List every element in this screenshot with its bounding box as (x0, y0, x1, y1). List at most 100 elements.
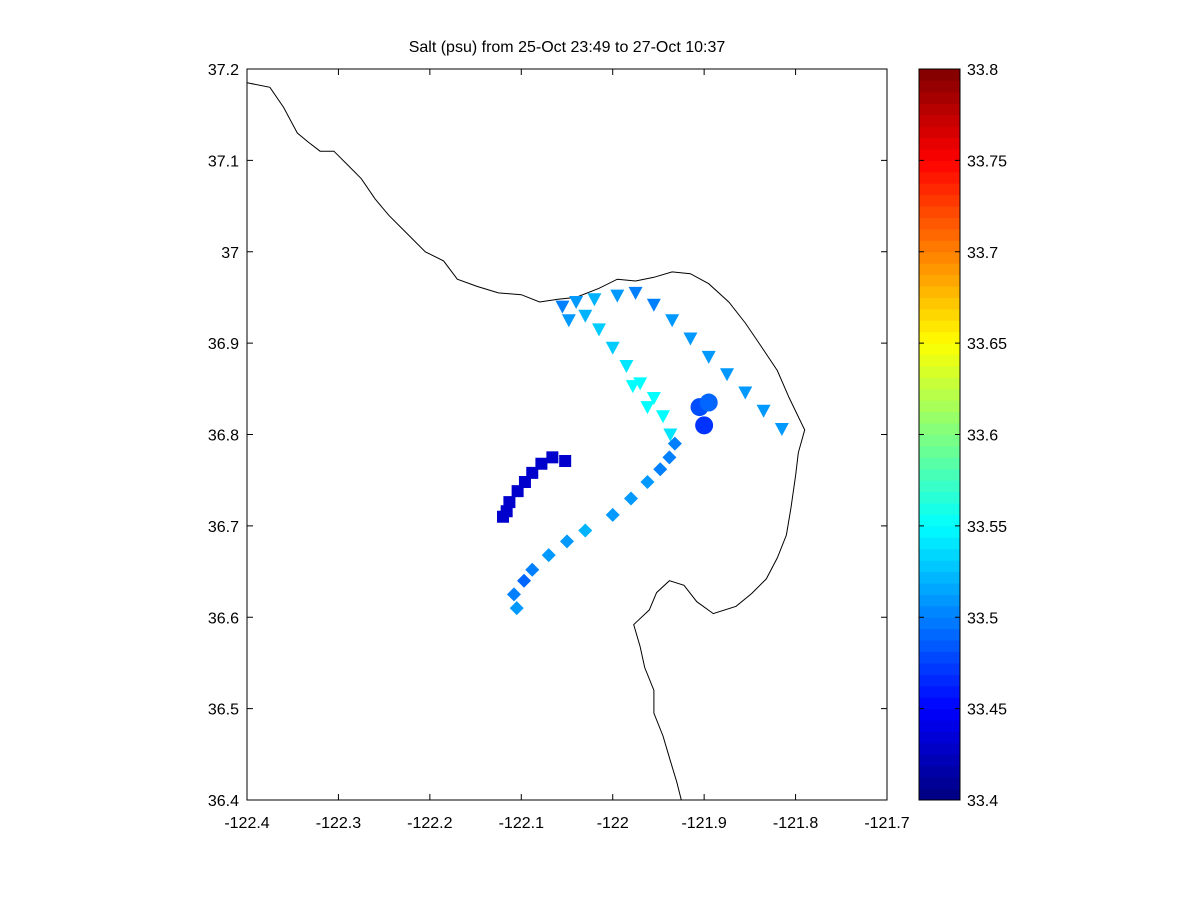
colorbar-tick-label: 33.4 (967, 793, 998, 810)
coastline (247, 82, 806, 800)
y-tick-label: 36.5 (208, 702, 239, 719)
colorbar-band (919, 777, 960, 790)
data-point (610, 289, 625, 303)
colorbar-band (919, 685, 960, 698)
x-tick-label: -121.8 (773, 815, 818, 832)
colorbar-tick-label: 33.7 (967, 245, 998, 262)
data-point (619, 359, 634, 373)
x-tick-label: -122.1 (499, 815, 544, 832)
data-point (525, 562, 540, 577)
colorbar-band (919, 80, 960, 93)
x-tick-label: -122.2 (407, 815, 452, 832)
colorbar-band (919, 274, 960, 287)
colorbar-tick-label: 33.75 (967, 153, 1007, 170)
colorbar-tick-label: 33.6 (967, 428, 998, 445)
data-point (720, 368, 734, 382)
colorbar-band (919, 503, 960, 515)
colorbar-band (919, 742, 960, 755)
data-point (578, 309, 593, 323)
colorbar-band (919, 194, 960, 207)
colorbar-band (919, 457, 960, 470)
colorbar-band (919, 445, 960, 458)
colorbar-band (919, 674, 960, 687)
data-point (663, 428, 678, 442)
colorbar-band (919, 217, 960, 230)
colorbar-band (919, 354, 960, 367)
data-point (559, 454, 572, 467)
colorbar-tick-label: 33.45 (967, 702, 1007, 719)
data-point (569, 296, 584, 310)
colorbar-band (919, 365, 960, 378)
colorbar-band (919, 514, 960, 527)
y-tick-label: 36.7 (208, 519, 239, 536)
x-tick-label: -121.9 (681, 815, 726, 832)
data-point (699, 393, 718, 412)
x-tick-label: -122.4 (224, 815, 269, 832)
colorbar-band (919, 183, 960, 196)
plot-area (246, 68, 888, 801)
colorbar-band (919, 308, 960, 321)
data-point (497, 510, 509, 523)
data-point (503, 496, 516, 509)
colorbar-band (919, 708, 960, 721)
colorbar-band (919, 731, 960, 744)
colorbar-band (919, 388, 960, 401)
colorbar-band (919, 525, 960, 538)
colorbar-band (919, 594, 960, 607)
data-point (541, 548, 556, 563)
data-point (625, 380, 640, 394)
data-point (506, 587, 521, 602)
colorbar-band (919, 251, 960, 264)
colorbar-tick-label: 33.65 (967, 336, 1007, 353)
data-point (640, 401, 655, 415)
colorbar-band (919, 320, 960, 333)
colorbar-tick-label: 33.5 (967, 610, 998, 627)
colorbar-band (919, 343, 960, 356)
data-point (605, 341, 620, 355)
data-point (701, 350, 716, 364)
colorbar-band (919, 137, 960, 150)
colorbar-band (919, 468, 960, 481)
data-point (662, 450, 677, 465)
colorbar-band (919, 206, 960, 218)
y-tick-label: 36.8 (208, 428, 239, 445)
colorbar-band (919, 640, 960, 653)
colorbar-band (919, 582, 960, 595)
colorbar-band (919, 651, 960, 664)
colorbar-band (919, 377, 960, 390)
colorbar-band (919, 400, 960, 413)
x-tick-label: -122.3 (316, 815, 361, 832)
data-point (560, 534, 574, 549)
data-point (683, 332, 698, 346)
data-point (509, 601, 524, 616)
data-point (561, 314, 576, 328)
colorbar-band (919, 788, 960, 801)
colorbar-band (919, 286, 960, 298)
data-point (665, 314, 680, 328)
data-point (640, 475, 655, 490)
colorbar-band (919, 423, 960, 435)
data-point (587, 293, 602, 307)
data-point (517, 573, 532, 588)
colorbar-band (919, 240, 960, 253)
data-point (656, 410, 670, 424)
data-point (546, 451, 559, 464)
colorbar-tick-label: 33.8 (967, 62, 998, 79)
y-tick-label: 37.2 (208, 62, 239, 79)
colorbar-tick-label: 33.55 (967, 519, 1007, 536)
data-point (646, 391, 661, 405)
colorbar-band (919, 126, 960, 139)
chart-title: Salt (psu) from 25-Oct 23:49 to 27-Oct 1… (409, 39, 726, 56)
colorbar-band (919, 160, 960, 173)
colorbar-band (919, 331, 960, 344)
colorbar-band (919, 480, 960, 493)
data-point (526, 466, 539, 479)
colorbar-band (919, 411, 960, 424)
colorbar-band (919, 91, 960, 104)
colorbar-band (919, 491, 960, 504)
colorbar-band (919, 114, 960, 127)
data-point (511, 485, 524, 498)
colorbar-band (919, 434, 960, 447)
y-tick-label: 36.6 (208, 610, 239, 627)
